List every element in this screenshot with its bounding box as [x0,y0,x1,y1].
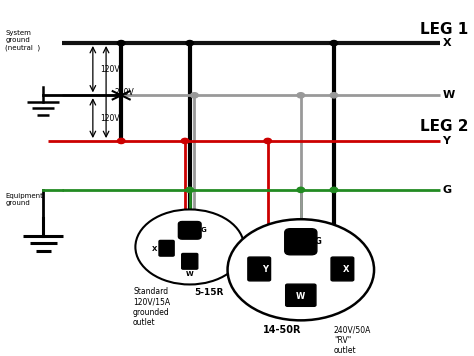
FancyBboxPatch shape [178,221,201,239]
Circle shape [264,138,272,143]
Circle shape [297,187,305,193]
Circle shape [136,209,244,284]
Text: G: G [443,185,452,195]
FancyBboxPatch shape [286,284,316,306]
Circle shape [297,93,305,98]
Circle shape [191,93,198,98]
Text: Y: Y [262,265,268,274]
Circle shape [118,41,125,46]
Text: 240V/50A
"RV"
outlet: 240V/50A "RV" outlet [334,325,371,355]
Circle shape [118,138,125,143]
Text: 120V: 120V [100,114,119,122]
Circle shape [186,187,193,193]
Text: LEG 1: LEG 1 [420,22,469,37]
Text: 14-50R: 14-50R [263,325,301,335]
Circle shape [330,41,337,46]
Text: W: W [443,90,455,100]
FancyBboxPatch shape [285,229,317,255]
FancyBboxPatch shape [331,257,354,281]
Text: Y: Y [443,136,451,146]
Circle shape [330,93,337,98]
Text: Equipment
ground: Equipment ground [5,193,43,206]
Circle shape [228,219,374,320]
Text: W: W [186,271,193,277]
Circle shape [186,41,193,46]
Text: 240V: 240V [114,88,134,96]
Text: X: X [443,38,451,48]
FancyBboxPatch shape [159,240,174,256]
Text: 5-15R: 5-15R [194,288,224,297]
FancyBboxPatch shape [182,253,198,269]
FancyBboxPatch shape [248,257,271,281]
Circle shape [330,187,337,193]
Text: Standard
120V/15A
grounded
outlet: Standard 120V/15A grounded outlet [133,287,170,327]
Text: System
ground
(neutral  ): System ground (neutral ) [5,30,41,51]
Text: X: X [342,265,349,274]
Text: X: X [152,246,157,252]
Circle shape [181,138,189,143]
Text: G: G [315,237,322,246]
Text: 120V: 120V [100,65,119,74]
Text: W: W [296,292,305,302]
Text: LEG 2: LEG 2 [420,119,469,135]
Text: G: G [200,227,206,233]
